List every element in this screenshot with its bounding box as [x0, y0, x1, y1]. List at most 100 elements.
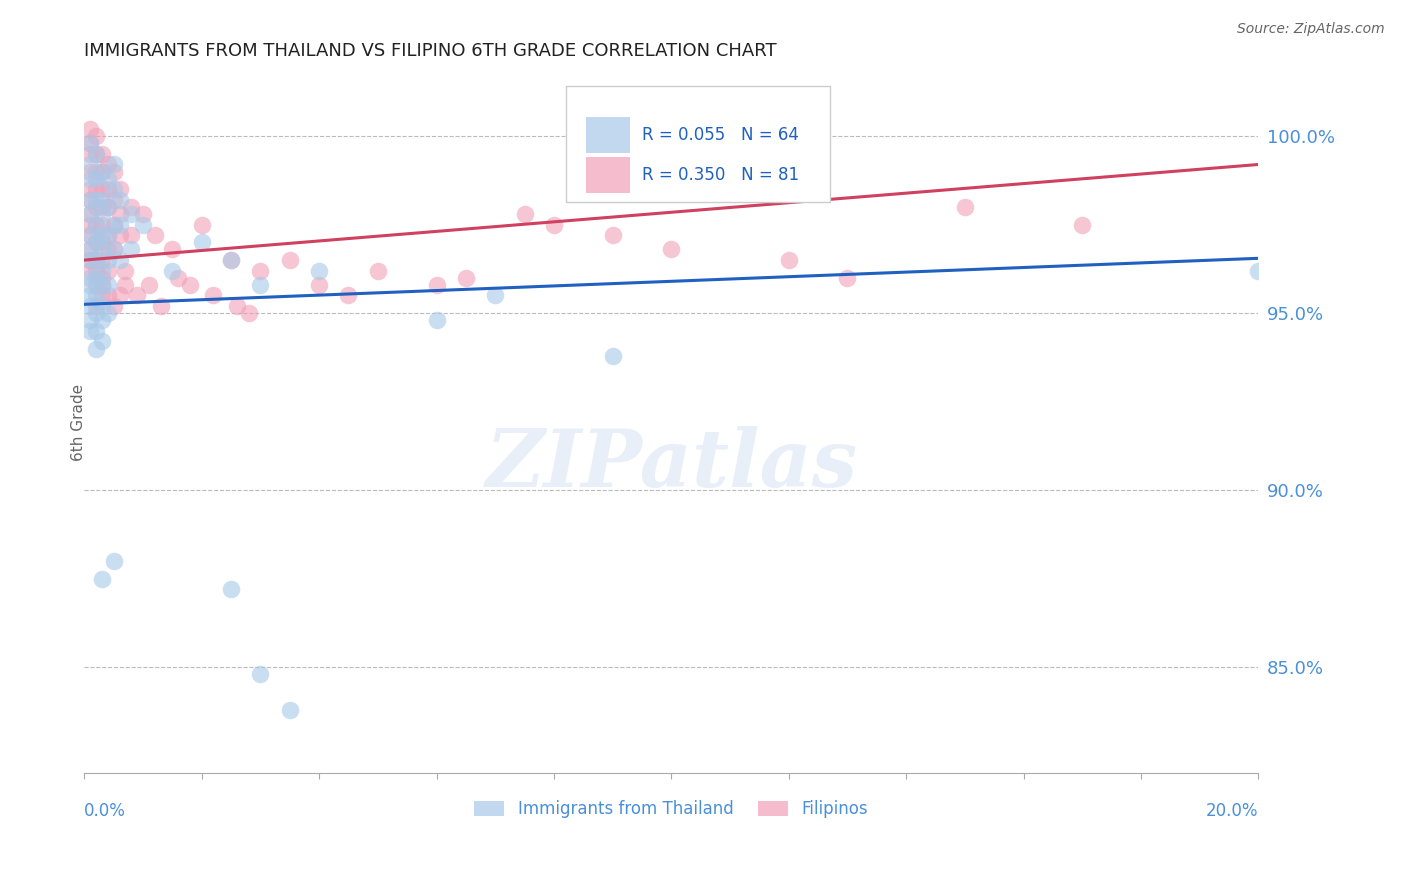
Text: R = 0.055   N = 64: R = 0.055 N = 64 — [643, 126, 799, 144]
Y-axis label: 6th Grade: 6th Grade — [72, 384, 86, 461]
FancyBboxPatch shape — [586, 117, 630, 153]
Point — [84, 263, 107, 277]
Point — [219, 582, 242, 597]
Point — [84, 129, 107, 144]
Point — [108, 182, 131, 196]
Point — [79, 193, 101, 207]
Point — [602, 349, 624, 363]
Text: 0.0%: 0.0% — [84, 802, 127, 820]
Point — [1071, 218, 1094, 232]
Point — [79, 299, 101, 313]
Point — [249, 263, 271, 277]
Point — [120, 228, 142, 243]
Point — [103, 218, 125, 232]
Point — [79, 228, 101, 243]
Point — [162, 243, 184, 257]
Point — [84, 164, 107, 178]
Point — [79, 164, 101, 178]
Point — [90, 299, 112, 313]
Point — [90, 334, 112, 349]
Point — [179, 277, 201, 292]
Point — [108, 193, 131, 207]
Point — [84, 299, 107, 313]
Legend: Immigrants from Thailand, Filipinos: Immigrants from Thailand, Filipinos — [468, 793, 875, 825]
Point — [953, 200, 976, 214]
Point — [84, 288, 107, 302]
Point — [97, 253, 120, 268]
Point — [84, 193, 107, 207]
Point — [138, 277, 160, 292]
Point — [120, 200, 142, 214]
Point — [84, 146, 107, 161]
Point — [90, 228, 112, 243]
Point — [84, 277, 107, 292]
Point — [90, 164, 112, 178]
Point — [97, 200, 120, 214]
Point — [84, 270, 107, 285]
FancyBboxPatch shape — [586, 157, 630, 193]
Point — [103, 164, 125, 178]
Point — [90, 164, 112, 178]
Point — [79, 263, 101, 277]
Point — [84, 253, 107, 268]
Point — [103, 193, 125, 207]
Point — [103, 218, 125, 232]
Point — [108, 228, 131, 243]
Text: ZIPatlas: ZIPatlas — [485, 426, 858, 504]
Point — [513, 207, 536, 221]
Point — [454, 270, 477, 285]
Point — [97, 263, 120, 277]
Point — [143, 228, 166, 243]
Point — [149, 299, 172, 313]
Point — [202, 288, 225, 302]
Point — [90, 146, 112, 161]
Text: R = 0.350   N = 81: R = 0.350 N = 81 — [643, 166, 799, 184]
Point — [84, 200, 107, 214]
Point — [114, 277, 136, 292]
Point — [79, 157, 101, 171]
Point — [97, 228, 120, 243]
Point — [84, 306, 107, 320]
Point — [90, 253, 112, 268]
Point — [90, 288, 112, 302]
Point — [602, 228, 624, 243]
Point — [120, 243, 142, 257]
Point — [132, 218, 155, 232]
Point — [79, 277, 101, 292]
Point — [90, 277, 112, 292]
Point — [219, 253, 242, 268]
Point — [97, 157, 120, 171]
Point — [90, 277, 112, 292]
Point — [79, 228, 101, 243]
Point — [238, 306, 260, 320]
Point — [79, 146, 101, 161]
Point — [103, 554, 125, 568]
Point — [103, 299, 125, 313]
Point — [84, 235, 107, 250]
Point — [249, 667, 271, 681]
Point — [79, 253, 101, 268]
Point — [84, 342, 107, 356]
Point — [425, 313, 447, 327]
Point — [1247, 263, 1270, 277]
Point — [79, 136, 101, 151]
Point — [778, 253, 800, 268]
Point — [84, 218, 107, 232]
Point — [79, 207, 101, 221]
Point — [103, 243, 125, 257]
Point — [97, 228, 120, 243]
Point — [219, 253, 242, 268]
Point — [79, 171, 101, 186]
Point — [103, 182, 125, 196]
Point — [79, 182, 101, 196]
Point — [84, 235, 107, 250]
Point — [249, 277, 271, 292]
Point — [79, 218, 101, 232]
Point — [97, 171, 120, 186]
Point — [308, 277, 330, 292]
Point — [367, 263, 389, 277]
Point — [308, 263, 330, 277]
Point — [226, 299, 249, 313]
Point — [108, 207, 131, 221]
Point — [79, 243, 101, 257]
